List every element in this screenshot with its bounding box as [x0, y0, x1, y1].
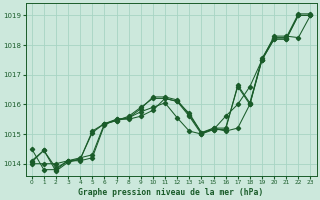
X-axis label: Graphe pression niveau de la mer (hPa): Graphe pression niveau de la mer (hPa) [78, 188, 264, 197]
